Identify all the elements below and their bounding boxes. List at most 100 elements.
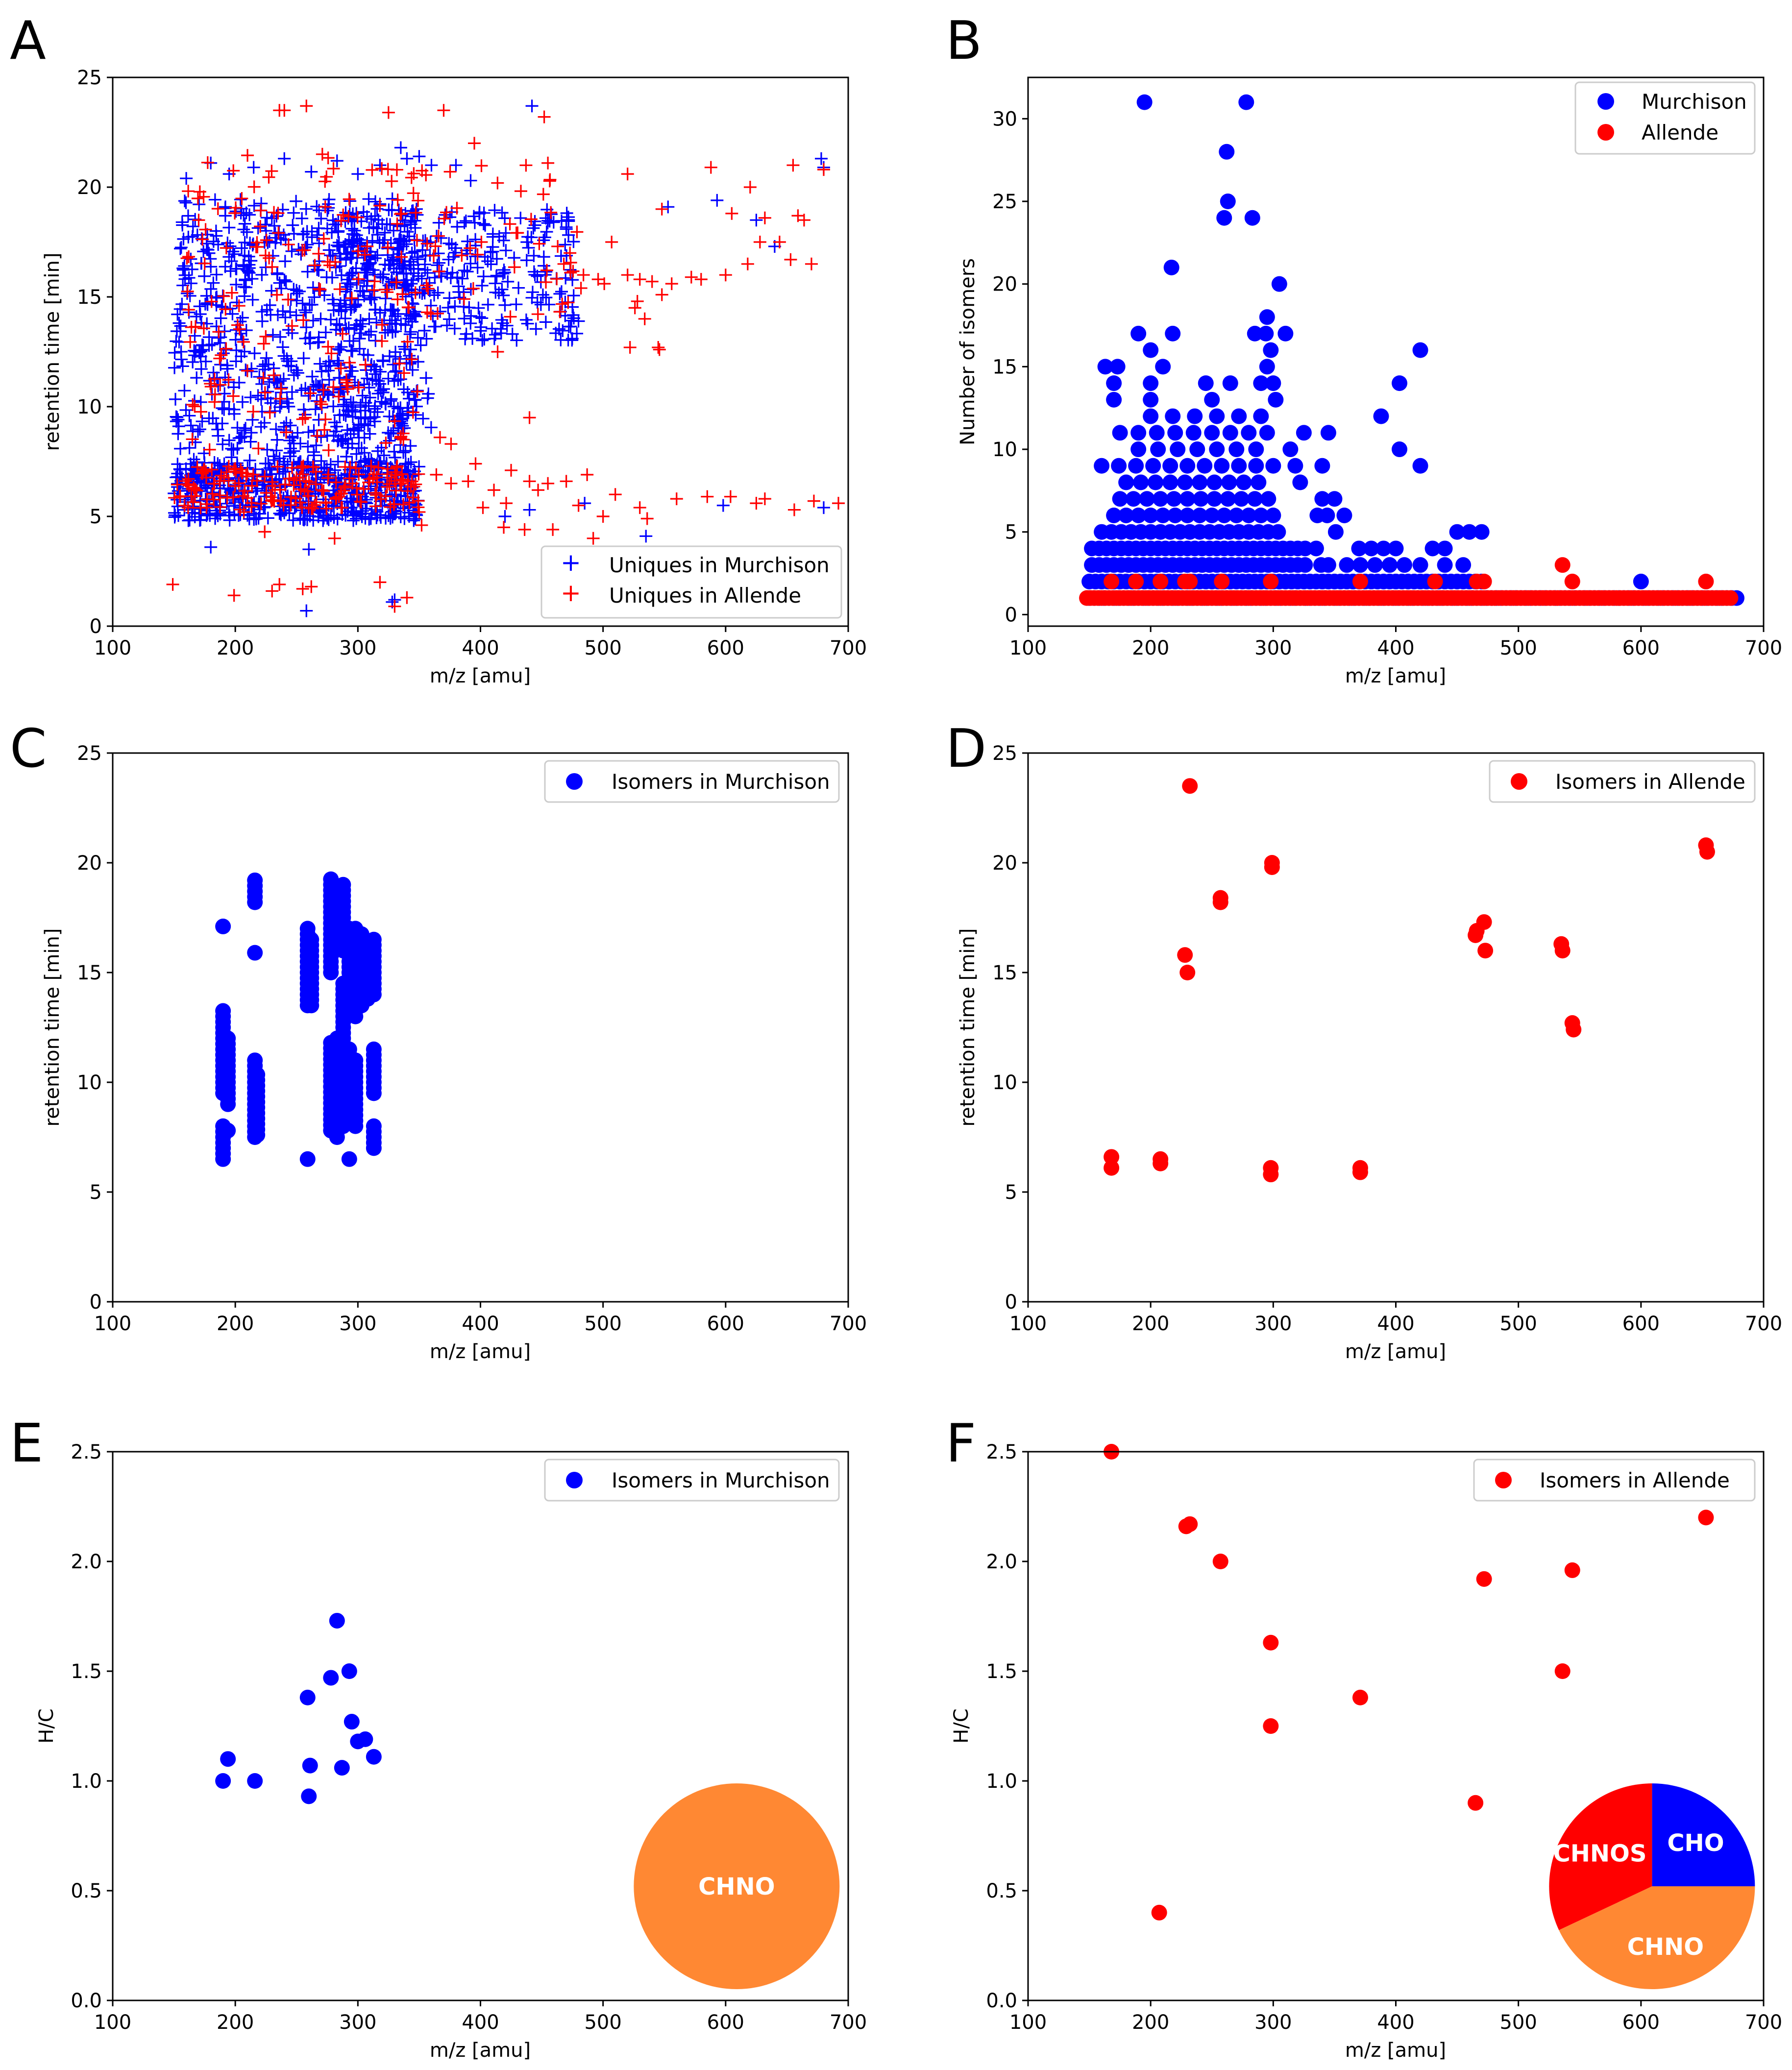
y-tick-label: 20 <box>77 176 102 199</box>
data-point <box>432 229 445 243</box>
data-point <box>283 434 296 447</box>
data-point <box>1104 1160 1120 1176</box>
legend-label-murchison: Murchison <box>1642 90 1747 114</box>
x-tick-label: 700 <box>1745 1313 1782 1335</box>
data-point <box>1248 458 1264 474</box>
data-point <box>476 501 490 514</box>
panel-b: B 100 200 300 400 500 600 700 0 5 10 15 20 25 30 m/z… <box>946 10 1782 687</box>
data-point <box>350 251 364 265</box>
data-point <box>254 220 267 233</box>
data-point <box>817 163 830 176</box>
data-point <box>345 222 359 235</box>
data-point <box>258 416 271 430</box>
data-point <box>340 450 353 463</box>
data-point <box>1112 425 1128 441</box>
data-point <box>443 292 456 305</box>
data-point <box>254 204 268 217</box>
data-point <box>284 498 297 511</box>
x-tick-label: 100 <box>94 2011 131 2034</box>
data-point <box>182 303 195 317</box>
data-point <box>293 285 306 298</box>
x-tick-label: 100 <box>94 637 131 659</box>
data-point <box>1554 557 1571 573</box>
data-point <box>379 292 392 305</box>
data-point <box>375 335 389 348</box>
data-point <box>337 208 350 221</box>
data-point <box>541 214 555 227</box>
data-point <box>1212 1554 1228 1569</box>
data-point <box>318 423 331 437</box>
data-point <box>557 257 570 270</box>
y-tick-label: 25 <box>992 191 1017 213</box>
data-point <box>457 292 470 306</box>
data-point <box>784 253 797 266</box>
data-point <box>300 225 314 238</box>
data-point <box>182 185 195 198</box>
data-point <box>227 164 240 177</box>
data-point <box>296 413 309 426</box>
y-tick-label: 1.5 <box>986 1660 1017 1683</box>
data-point <box>406 491 419 504</box>
data-point <box>528 268 541 281</box>
data-point <box>205 295 218 308</box>
y-axis: 0 5 10 15 20 25 <box>77 742 113 1314</box>
data-point <box>351 211 364 224</box>
data-point <box>466 282 480 295</box>
x-axis-label: m/z [amu] <box>430 1340 531 1363</box>
data-point <box>405 475 418 488</box>
data-point <box>295 461 308 474</box>
data-point <box>1437 557 1453 573</box>
data-point <box>412 269 425 283</box>
y-tick-label: 10 <box>77 396 102 418</box>
data-point <box>523 503 536 516</box>
y-tick-label: 0 <box>90 1291 102 1314</box>
data-point <box>232 477 245 490</box>
x-tick-label: 700 <box>830 1313 867 1335</box>
data-point <box>1263 1160 1279 1176</box>
data-point <box>1698 1510 1714 1526</box>
data-point <box>421 282 435 295</box>
data-point <box>564 246 577 260</box>
data-point <box>343 269 356 282</box>
data-point <box>724 490 737 503</box>
data-point <box>633 273 646 286</box>
data-point <box>178 499 191 512</box>
data-point <box>832 497 845 510</box>
data-point <box>260 487 273 500</box>
data-point <box>366 472 379 485</box>
data-point <box>204 260 218 273</box>
data-point <box>247 180 261 194</box>
data-point <box>1153 491 1169 507</box>
data-point <box>1206 491 1223 507</box>
data-point <box>524 213 538 226</box>
data-point <box>285 319 298 333</box>
data-point <box>258 525 271 538</box>
data-point <box>359 358 372 371</box>
data-point <box>299 306 313 319</box>
data-point <box>279 275 293 288</box>
data-point <box>1231 408 1247 424</box>
data-point <box>191 192 204 205</box>
data-point <box>1126 491 1142 507</box>
data-point <box>224 265 237 278</box>
data-point <box>373 455 386 468</box>
data-point <box>498 510 512 523</box>
data-point <box>397 383 411 396</box>
legend-marker-allende <box>1511 773 1527 790</box>
data-point <box>358 417 371 431</box>
data-point <box>442 237 456 250</box>
data-point <box>219 303 232 316</box>
data-point <box>315 454 328 467</box>
data-point <box>352 468 366 481</box>
data-point <box>263 298 276 312</box>
y-axis: 0 5 10 15 20 25 <box>992 742 1028 1314</box>
data-point <box>201 156 214 169</box>
data-point <box>184 419 197 432</box>
data-point <box>1209 408 1225 424</box>
data-point <box>175 216 189 229</box>
data-point <box>213 352 226 365</box>
data-point <box>406 204 419 218</box>
data-point <box>412 194 425 207</box>
data-point <box>298 244 311 257</box>
